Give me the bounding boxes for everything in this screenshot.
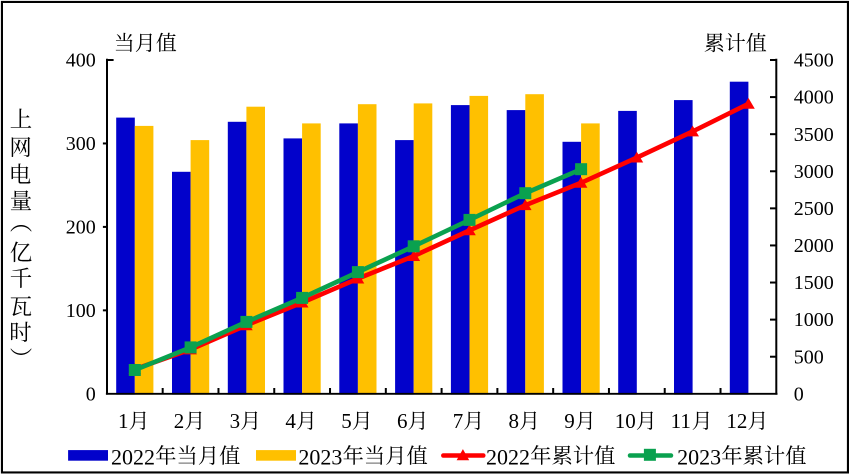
svg-text:7: 7	[453, 409, 464, 433]
svg-text:2000: 2000	[794, 235, 834, 257]
svg-text:100: 100	[66, 300, 96, 322]
svg-text:2022: 2022	[486, 444, 530, 469]
svg-text:9: 9	[564, 409, 575, 433]
svg-text:5: 5	[341, 409, 352, 433]
svg-text:2023: 2023	[677, 444, 721, 469]
svg-text:0: 0	[794, 383, 804, 405]
svg-text:3500: 3500	[794, 124, 834, 146]
svg-text:4000: 4000	[794, 87, 834, 109]
svg-text:10: 10	[615, 409, 636, 433]
svg-text:2500: 2500	[794, 198, 834, 220]
svg-text:2: 2	[174, 409, 185, 433]
svg-text:0: 0	[86, 383, 96, 405]
svg-text:1000: 1000	[794, 309, 834, 331]
svg-text:6: 6	[397, 409, 408, 433]
svg-text:4500: 4500	[794, 50, 834, 72]
svg-text:11: 11	[671, 409, 691, 433]
svg-text:3: 3	[230, 409, 241, 433]
svg-text:8: 8	[509, 409, 520, 433]
svg-text:3000: 3000	[794, 161, 834, 183]
svg-text:500: 500	[794, 346, 824, 368]
svg-text:400: 400	[66, 50, 96, 72]
svg-text:300: 300	[66, 133, 96, 155]
svg-text:12: 12	[726, 409, 747, 433]
svg-text:2022: 2022	[111, 444, 155, 469]
svg-text:200: 200	[66, 217, 96, 239]
svg-text:1: 1	[118, 409, 129, 433]
svg-text:1500: 1500	[794, 272, 834, 294]
svg-text:2023: 2023	[298, 444, 342, 469]
svg-text:4: 4	[285, 409, 296, 433]
